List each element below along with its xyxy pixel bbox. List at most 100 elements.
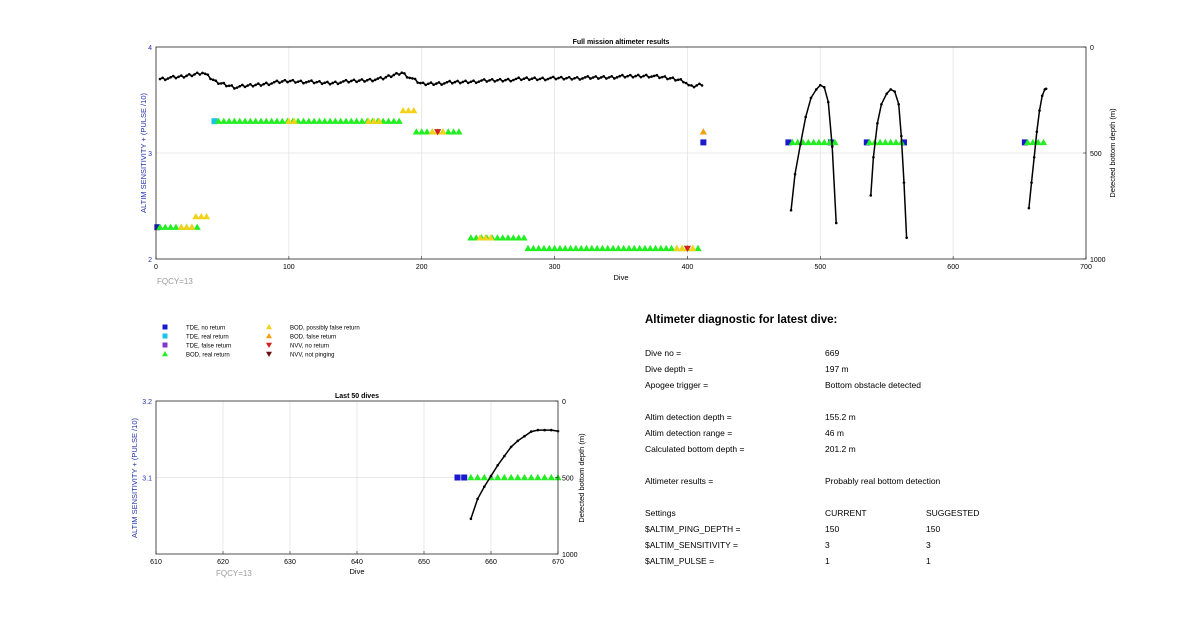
depth-point: [469, 80, 473, 84]
data-marker: [461, 474, 468, 481]
depth-point: [629, 73, 632, 77]
altim-detection-depth-value: 155.2 m: [825, 412, 856, 422]
data-marker: [154, 224, 161, 231]
depth-point: [416, 81, 420, 84]
depth-point: [543, 428, 546, 432]
depth-point: [286, 80, 289, 84]
data-marker: [480, 473, 488, 481]
data-marker: [694, 244, 702, 252]
data-marker: [630, 244, 638, 252]
depth-point: [597, 77, 600, 80]
depth-point: [278, 81, 281, 85]
depth-point: [905, 236, 908, 240]
depth-point: [476, 497, 479, 501]
data-marker: [673, 244, 681, 252]
depth-point: [355, 80, 358, 84]
depth-point: [397, 73, 401, 76]
data-marker: [515, 234, 523, 241]
legend-marker: [266, 333, 272, 339]
depth-point: [413, 77, 417, 81]
data-marker: [614, 244, 622, 252]
data-marker: [390, 117, 398, 124]
depth-point: [411, 77, 414, 80]
data-marker: [262, 117, 270, 124]
y-left-tick-label: 3.2: [142, 399, 152, 406]
altimeter-results-value: Probably real bottom detection: [825, 476, 941, 486]
bottom-left-axis-label: ALTIM SENSITIVITY + (PULSE /10): [130, 418, 139, 538]
data-marker: [662, 244, 670, 252]
top-left-axis-label: ALTIM SENSITIVITY + (PULSE /10): [139, 93, 148, 213]
data-marker: [337, 117, 345, 124]
depth-point: [658, 76, 661, 80]
depth-point: [1032, 155, 1036, 159]
data-marker: [202, 213, 211, 220]
data-marker: [1023, 138, 1032, 146]
data-marker: [547, 473, 555, 481]
data-marker: [214, 117, 223, 124]
depth-point: [235, 86, 239, 89]
data-marker: [278, 117, 286, 124]
depth-point: [570, 78, 574, 81]
data-marker: [410, 107, 418, 114]
top-right-axis-label: Detected bottom depth (m): [1108, 108, 1117, 198]
depth-point: [692, 85, 696, 89]
ping-depth-current: 150: [825, 524, 840, 534]
depth-point: [549, 76, 552, 80]
depth-point: [368, 77, 372, 81]
depth-point: [379, 76, 382, 79]
depth-point: [466, 81, 470, 85]
depth-point: [262, 82, 265, 86]
depth-point: [528, 78, 531, 82]
legend-label: BOD, false return: [290, 335, 336, 341]
data-marker: [399, 107, 407, 114]
depth-point: [371, 79, 374, 83]
x-tick-label: 500: [814, 264, 826, 271]
data-marker: [520, 473, 529, 481]
data-marker: [156, 223, 164, 230]
legend: TDE, no return TDE, real return TDE, false…: [162, 324, 360, 359]
depth-point: [682, 80, 685, 84]
depth-point: [198, 73, 202, 76]
depth-point: [328, 82, 332, 86]
data-marker: [876, 138, 884, 146]
data-marker: [598, 244, 606, 252]
data-marker: [197, 213, 205, 220]
data-marker: [810, 138, 818, 146]
depth-point: [876, 122, 879, 125]
sensitivity-suggested: 3: [926, 540, 931, 550]
data-marker: [509, 234, 517, 241]
data-marker: [267, 117, 276, 124]
data-marker: [384, 117, 393, 124]
depth-point: [652, 74, 656, 78]
depth-point: [453, 80, 457, 84]
data-marker: [527, 473, 535, 481]
sensitivity-current: 3: [825, 540, 830, 550]
depth-point: [206, 73, 210, 77]
legend-label: NVV, no return: [290, 344, 329, 350]
data-marker: [172, 223, 180, 230]
depth-point: [536, 428, 540, 432]
apogee-trigger-label: Apogee trigger =: [645, 380, 709, 390]
dive-no-label: Dive no =: [645, 348, 682, 358]
depth-point: [1040, 94, 1044, 98]
depth-point: [217, 82, 220, 86]
depth-point: [506, 77, 510, 81]
data-marker: [683, 245, 692, 252]
depth-point: [474, 81, 478, 85]
depth-point: [509, 79, 513, 83]
depth-point: [384, 75, 388, 79]
depth-point: [445, 80, 449, 84]
bottom-right-axis-label: Detected bottom depth (m): [577, 433, 586, 523]
depth-point: [687, 83, 691, 87]
data-marker: [476, 234, 484, 241]
depth-point: [517, 76, 520, 80]
data-marker: [188, 223, 196, 230]
depth-point: [259, 84, 263, 87]
depth-point: [533, 76, 536, 79]
y-left-tick-label: 2: [148, 257, 152, 264]
depth-point: [496, 78, 499, 82]
bottom-x-axis-label: Dive: [349, 567, 364, 576]
x-tick-label: 640: [351, 559, 363, 566]
depth-point: [602, 75, 606, 78]
top-plot-title: Full mission altimeter results: [573, 39, 670, 46]
